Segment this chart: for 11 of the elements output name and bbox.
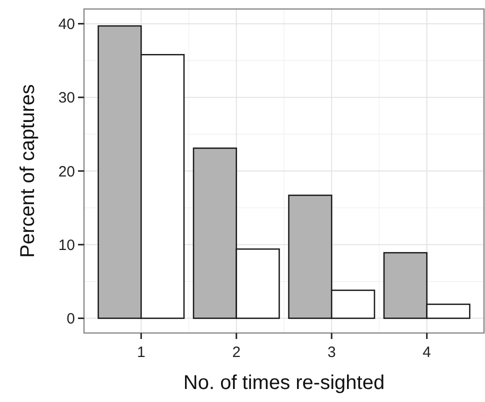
x-tick-label: 1 [136,344,146,361]
y-tick-label: 40 [58,16,75,33]
y-tick-label: 0 [66,310,75,328]
x-tick-label: 4 [422,344,432,361]
y-axis-title: Percent of captures [17,84,39,258]
y-tick-label: 30 [58,90,75,107]
y-tick-label: 20 [58,163,75,180]
x-tick-label: 2 [232,344,241,361]
x-tick-label: 3 [327,344,336,361]
x-axis-title: No. of times re-sighted [183,372,385,394]
y-tick-label: 10 [58,236,75,254]
